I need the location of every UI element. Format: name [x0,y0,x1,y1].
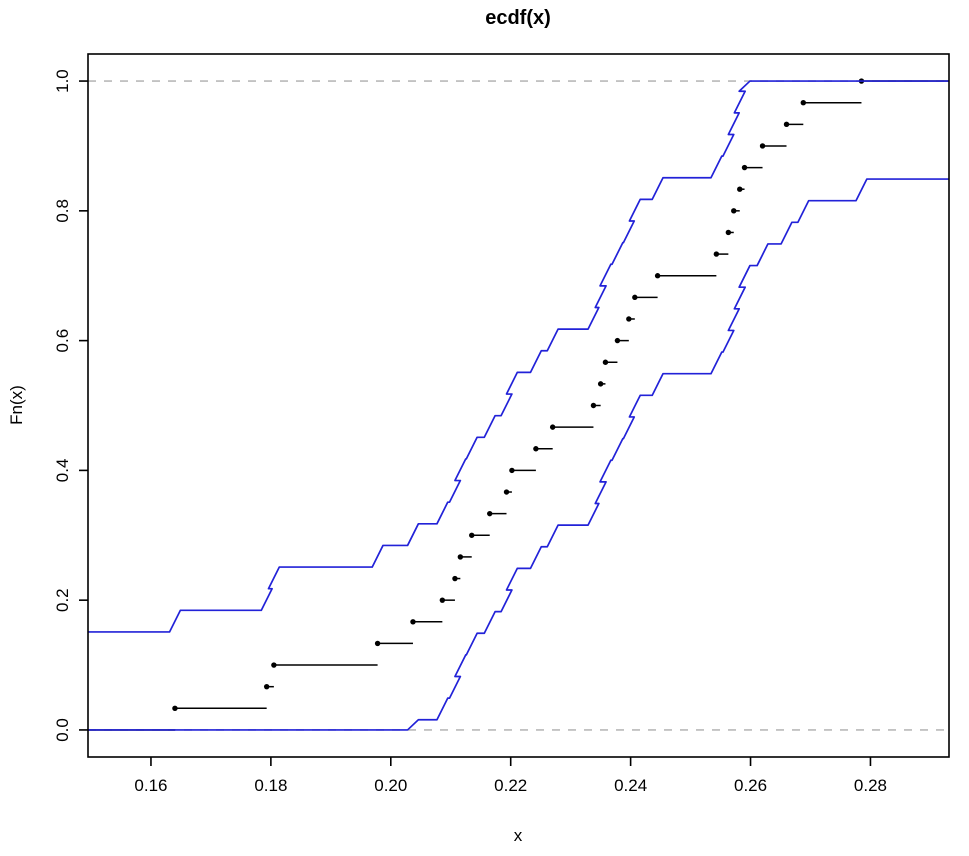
ecdf-step-segments [88,80,949,731]
y-tick-label: 0.8 [53,199,72,223]
chart-title: ecdf(x) [485,7,551,29]
x-tick-label: 0.16 [134,776,167,795]
confidence-band-curves [88,80,949,731]
x-tick-label: 0.24 [614,776,647,795]
y-tick-label: 0.4 [53,459,72,483]
x-tick-label: 0.28 [854,776,887,795]
x-tick-label: 0.18 [254,776,287,795]
x-axis-label: x [514,826,523,845]
y-tick-label: 0.2 [53,588,72,612]
axes-box-and-ticks [79,53,950,766]
x-tick-labels: 0.16 0.18 0.20 0.22 0.24 0.26 0.28 [134,776,887,795]
reference-dashed-lines [88,80,949,731]
y-tick-labels: 0.0 0.2 0.4 0.6 0.8 1.0 [53,69,72,742]
x-tick-label: 0.22 [494,776,527,795]
y-tick-label: 0.0 [53,718,72,742]
y-tick-label: 0.6 [53,329,72,353]
x-tick-label: 0.20 [374,776,407,795]
y-tick-label: 1.0 [53,69,72,93]
ecdf-data-points [172,78,865,712]
y-axis-label: Fn(x) [7,385,26,425]
x-tick-label: 0.26 [734,776,767,795]
